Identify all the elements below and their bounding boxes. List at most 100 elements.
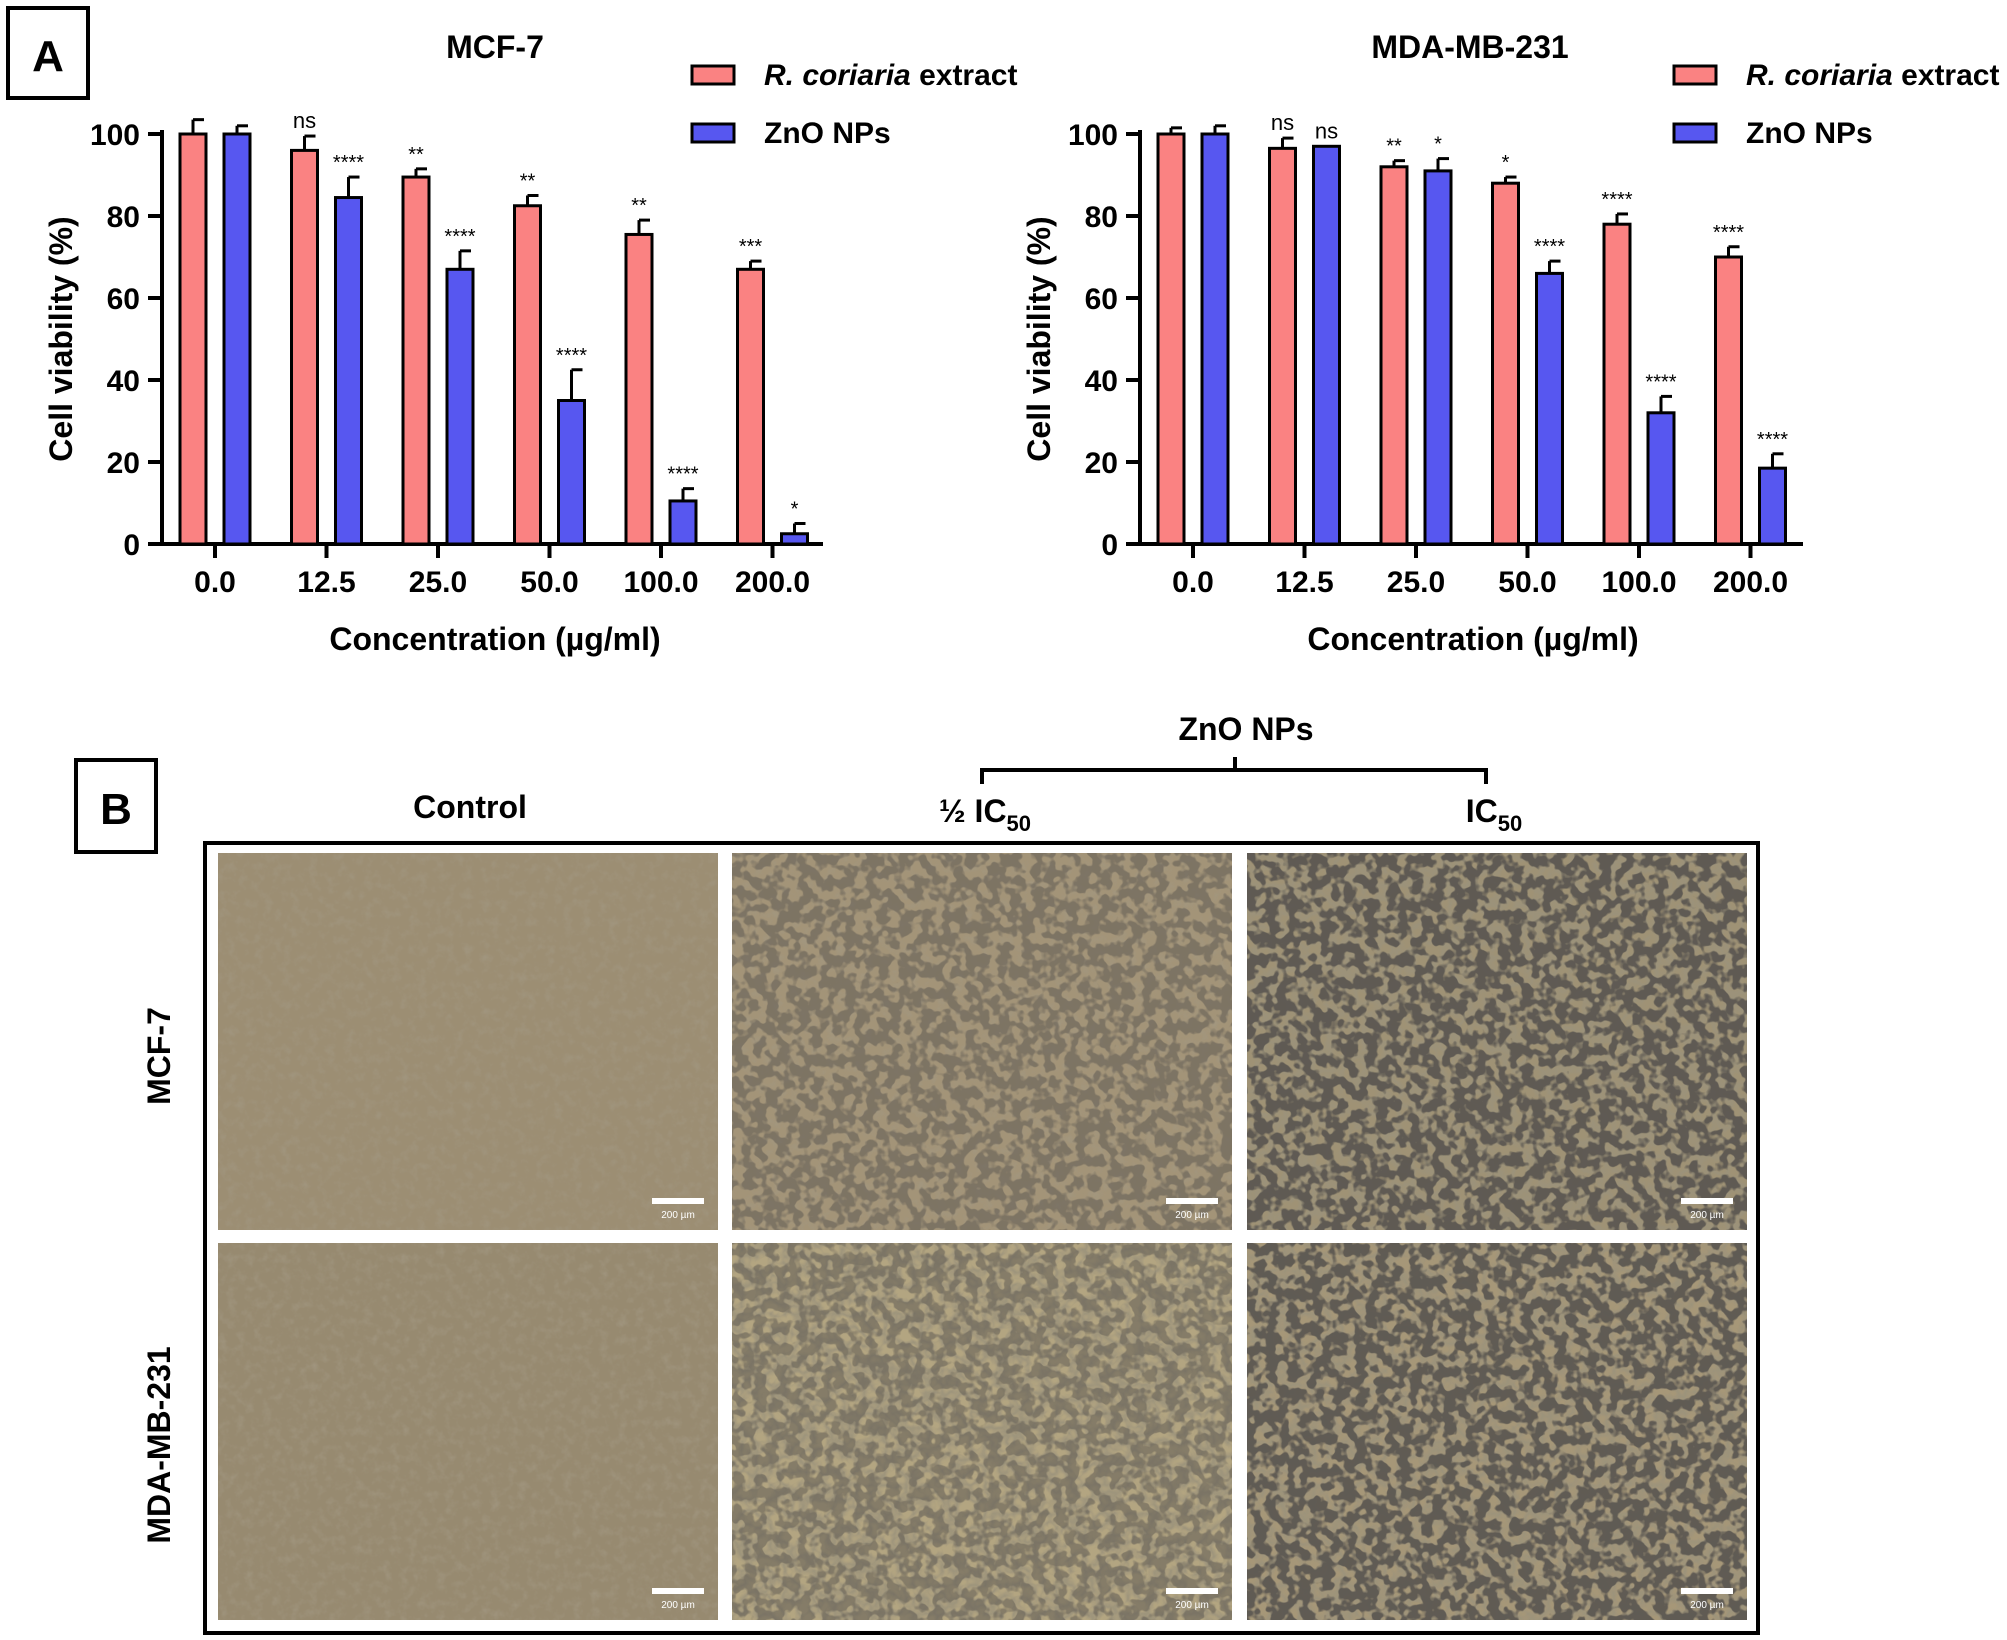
c0-significance-label: **** (556, 345, 587, 367)
c1-significance-label: * (1502, 152, 1510, 174)
column-header-half-ic50-sub: 50 (1007, 811, 1031, 836)
scale-bar-label: 200 µm (1175, 1210, 1209, 1221)
c0-y-tick-label: 0 (123, 529, 140, 562)
c0-bar (178, 132, 208, 546)
c0-bar (401, 175, 431, 546)
c1-y-tick-label: 20 (1085, 447, 1118, 480)
micrograph-dead-cells (732, 853, 1232, 1230)
panel-b-letter: B (100, 785, 132, 834)
scale-bar (652, 1198, 704, 1204)
c0-bar (445, 267, 475, 546)
micrograph-dead-cells (1247, 853, 1747, 1230)
column-header-half-ic50: ½ IC50 (939, 793, 1031, 836)
c0-bar (222, 132, 252, 546)
column-header-ic50-main: IC (1466, 793, 1498, 829)
scale-bar-label: 200 µm (661, 1600, 695, 1611)
c1-bar (1312, 144, 1341, 546)
panel-b-label: B (74, 758, 158, 854)
micrograph-texture (218, 1243, 718, 1620)
c0-bar (780, 532, 809, 546)
c1-legend-swatch (1672, 122, 1718, 144)
c1-bar (1156, 132, 1186, 546)
c1-bar (1491, 181, 1520, 546)
c0-significance-label: ** (408, 144, 424, 166)
row-label-mda-mb-231: MDA-MB-231 (141, 1346, 177, 1543)
micrograph-mcf7-control: 200 µm (218, 853, 718, 1230)
c1-significance-label: * (1434, 134, 1442, 156)
scale-bar-label: 200 µm (1690, 1210, 1724, 1221)
micrograph-mcf7-ic50: 200 µm (1247, 853, 1747, 1230)
c0-legend-text: ZnO NPs (764, 117, 891, 150)
c0-bar (624, 232, 654, 546)
c1-significance-label: ns (1271, 110, 1294, 135)
c1-bar (1535, 271, 1564, 546)
c0-significance-label: **** (444, 226, 475, 248)
c1-significance-label: **** (1534, 236, 1565, 258)
chart-mda-mb-231: MDA-MB-231 0 20 40 60 80 100 Cell viability (%)… (1021, 29, 1999, 657)
c1-legend-swatch (1672, 64, 1718, 86)
scale-bar-label: 200 µm (1690, 1600, 1724, 1611)
c0-bar (736, 267, 765, 546)
c0-y-tick-label: 80 (107, 201, 140, 234)
c1-bar (1602, 222, 1632, 546)
scale-bar (1166, 1588, 1218, 1594)
c0-legend-italic: R. coriaria (764, 59, 911, 92)
scale-bar-label: 200 µm (661, 1210, 695, 1221)
micrograph-grid: 200 µm 200 µm 200 µm 200 µm 200 µm 200 µm (218, 853, 1747, 1620)
c1-x-tick-label: 200.0 (1713, 566, 1788, 599)
c0-y-tick-label: 100 (90, 119, 140, 152)
c0-significance-label: ** (631, 195, 647, 217)
c0-legend-swatch (690, 64, 736, 86)
c1-bar (1200, 132, 1230, 546)
c0-legend-entry: ZnO NPs (764, 117, 891, 150)
column-header-control: Control (413, 789, 527, 825)
scale-bar-label: 200 µm (1175, 1600, 1209, 1611)
c0-y-axis-label: Cell viability (%) (43, 216, 79, 461)
micrograph-mda-mb-231-half-ic50: 200 µm (732, 1243, 1232, 1620)
column-header-half-ic50-prefix: ½ (939, 793, 975, 829)
micrograph-dead-cells (1247, 1243, 1747, 1620)
c0-x-tick-label: 100.0 (623, 566, 698, 599)
c0-x-axis-label: Concentration (µg/ml) (329, 621, 660, 657)
column-header-ic50: IC50 (1466, 793, 1522, 836)
c0-bar (290, 148, 319, 546)
c1-x-tick-label: 0.0 (1172, 566, 1214, 599)
c0-legend-text: extract (911, 59, 1018, 92)
c1-bar (1646, 411, 1676, 546)
scale-bar (1681, 1198, 1733, 1204)
c0-x-tick-label: 25.0 (409, 566, 467, 599)
chart-mcf7: MCF-7 0 20 40 60 80 100 Cell viability (%) 0.0 12… (43, 29, 1017, 657)
c1-significance-label: **** (1757, 429, 1788, 451)
column-header-half-ic50-main: IC (975, 793, 1007, 829)
c1-legend-italic: R. coriaria (1746, 59, 1893, 92)
c0-significance-label: ns (293, 108, 316, 133)
c1-bar (1758, 466, 1787, 546)
c1-y-tick-label: 60 (1085, 283, 1118, 316)
c1-legend-text: ZnO NPs (1746, 117, 1873, 150)
c1-x-axis-label: Concentration (µg/ml) (1307, 621, 1638, 657)
c0-legend-entry: R. coriaria extract (764, 59, 1017, 92)
c1-y-tick-label: 40 (1085, 365, 1118, 398)
micrograph-mda-mb-231-ic50: 200 µm (1247, 1243, 1747, 1620)
zno-group-bracket: ZnO NPs (980, 711, 1488, 784)
row-label-mcf7: MCF-7 (141, 1007, 177, 1105)
micrograph-mcf7-half-ic50: 200 µm (732, 853, 1232, 1230)
micrograph-dead-cells (732, 1243, 1232, 1620)
micrograph-mda-mb-231-control: 200 µm (218, 1243, 718, 1620)
c0-x-tick-label: 0.0 (194, 566, 236, 599)
c1-x-tick-label: 25.0 (1387, 566, 1445, 599)
scale-bar (1166, 1198, 1218, 1204)
c1-x-tick-label: 50.0 (1498, 566, 1556, 599)
scale-bar (1681, 1588, 1733, 1594)
c0-significance-label: *** (739, 236, 763, 258)
c1-y-tick-label: 80 (1085, 201, 1118, 234)
c1-bar (1423, 169, 1453, 546)
c0-significance-label: ** (520, 171, 536, 193)
c1-significance-label: **** (1601, 189, 1632, 211)
c0-title: MCF-7 (446, 29, 544, 65)
c0-x-tick-label: 200.0 (735, 566, 810, 599)
c0-x-tick-label: 12.5 (297, 566, 355, 599)
c0-significance-label: **** (667, 464, 698, 486)
scale-bar (652, 1588, 704, 1594)
